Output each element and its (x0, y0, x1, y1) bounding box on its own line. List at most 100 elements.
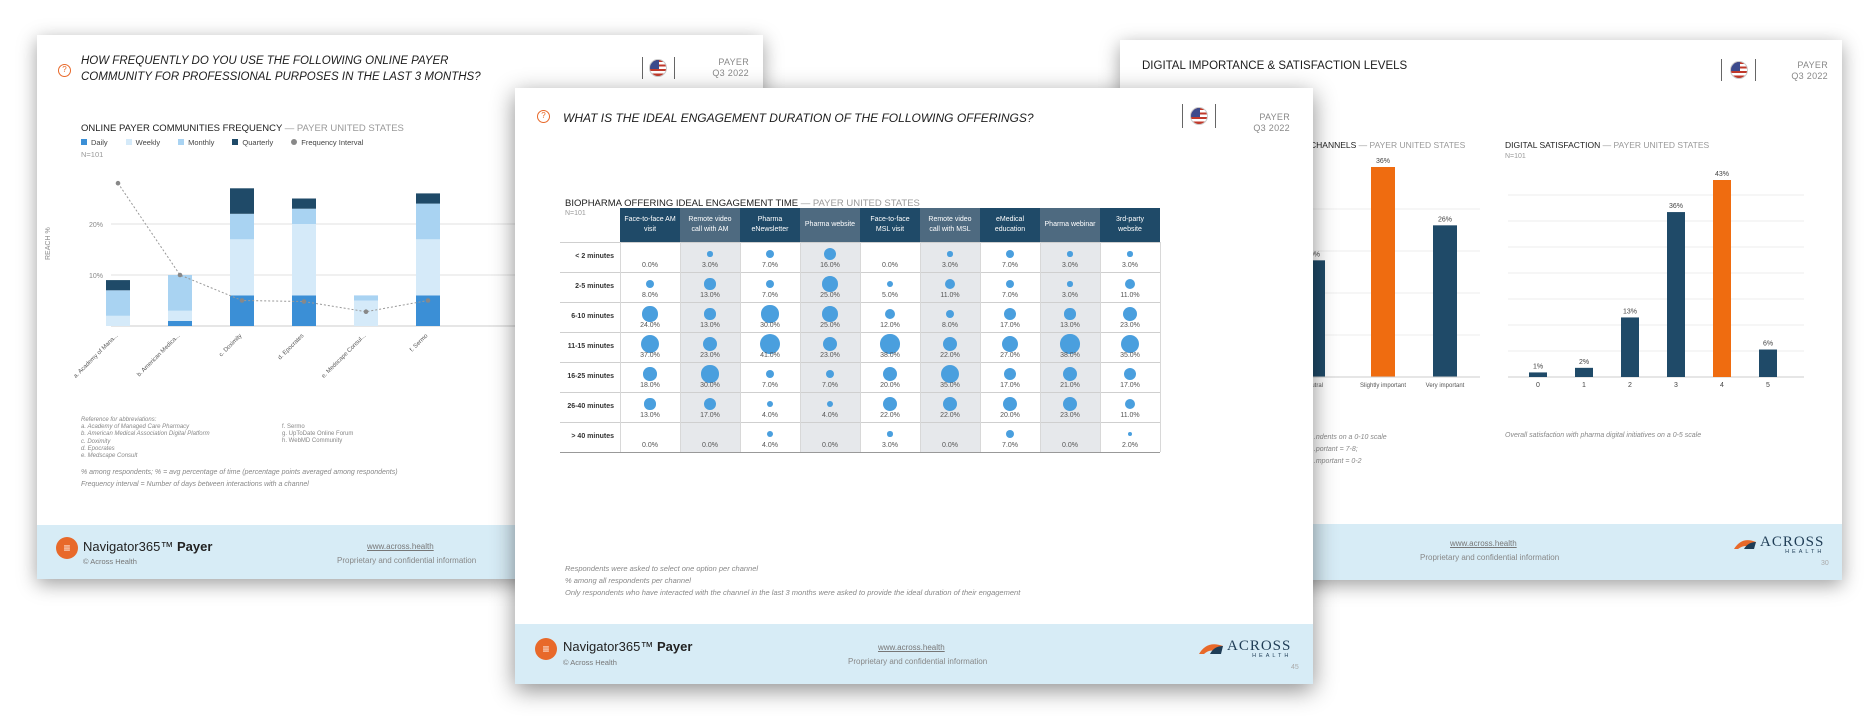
bar-segment-quarterly (292, 198, 316, 209)
page-number: 45 (1291, 664, 1299, 671)
x-tick-label: 0 (1536, 382, 1540, 389)
cell-value: 23.0% (700, 352, 720, 359)
bar-segment-weekly (168, 310, 192, 321)
column-divider (920, 242, 921, 452)
bubble (701, 365, 719, 383)
cell-value: 7.0% (1002, 292, 1018, 299)
page-number: 30 (1821, 560, 1829, 567)
bubble (825, 369, 835, 379)
abbrev-notes-2: f. Sermo g. UpToDate Online Forum h. WebMD… (282, 424, 354, 445)
cell-value: 3.0% (1062, 292, 1078, 299)
website-link[interactable]: www.across.health (367, 542, 434, 551)
cell-value: 13.0% (700, 292, 720, 299)
importance-bar (1371, 167, 1395, 377)
interval-point (363, 309, 369, 315)
bubble (884, 308, 896, 320)
bubble (1120, 334, 1140, 354)
column-header: Face-to-face AM visit (620, 208, 680, 242)
bubble (1060, 334, 1080, 354)
interval-point (425, 298, 431, 303)
data-label: 13% (1623, 308, 1637, 315)
legend-weekly: Weekly (125, 138, 160, 147)
data-label: 6% (1763, 341, 1773, 348)
legend-monthly: Monthly (178, 138, 214, 147)
x-tick-label: c. Doximity (218, 333, 243, 358)
cell-value: 3.0% (1062, 262, 1078, 269)
row-label: 16-25 minutes (567, 373, 614, 380)
bar-segment-monthly (354, 295, 378, 301)
question-icon: ? (58, 64, 71, 77)
confidential-note: Proprietary and confidential information (337, 556, 477, 565)
cell-value: 2.0% (1122, 442, 1138, 449)
bar-segment-monthly (230, 213, 254, 240)
website-link[interactable]: www.across.health (1450, 539, 1517, 548)
bubble (1124, 278, 1136, 290)
cell-value: 11.0% (1120, 292, 1140, 299)
bubble (642, 306, 658, 322)
bubble (703, 397, 717, 411)
x-tick-label: 2 (1628, 382, 1632, 389)
column-divider (1160, 242, 1161, 452)
question-icon: ? (537, 110, 550, 123)
cell-value: 35.0% (1120, 352, 1140, 359)
cell-value: 38.0% (880, 352, 900, 359)
row-label: 11-15 minutes (567, 343, 614, 350)
bubble (1005, 249, 1015, 259)
bubble (1127, 431, 1133, 437)
bar-segment-monthly (168, 275, 192, 311)
cell-value: 13.0% (700, 322, 720, 329)
divider (1721, 59, 1722, 81)
data-label: 20% (1306, 251, 1320, 258)
segment-tag: PAYER Q3 2022 (1791, 60, 1828, 81)
row-divider (560, 452, 1160, 453)
y-tick-label: 20% (89, 222, 103, 229)
bubble (822, 276, 838, 292)
cell-value: 7.0% (1002, 262, 1018, 269)
data-label: 36% (1669, 203, 1683, 210)
divider (1755, 59, 1756, 81)
cell-value: 20.0% (1000, 412, 1020, 419)
cell-value: 27.0% (1000, 352, 1020, 359)
legend-interval: Frequency Interval (291, 138, 363, 147)
cell-value: 0.0% (1062, 442, 1078, 449)
bubble (765, 279, 775, 289)
cell-value: 0.0% (642, 442, 658, 449)
row-label: 2-5 minutes (575, 283, 614, 290)
website-link[interactable]: www.across.health (878, 643, 945, 652)
importance-bar (1433, 225, 1457, 377)
cell-value: 16.0% (820, 262, 840, 269)
chart-title: ONLINE PAYER COMMUNITIES FREQUENCY — PAY… (81, 123, 404, 134)
cell-value: 41.0% (760, 352, 780, 359)
bubble (704, 278, 716, 290)
satisfaction-bar (1621, 317, 1639, 377)
column-divider (800, 242, 801, 452)
satisfaction-bar (1667, 212, 1685, 377)
cell-value: 3.0% (882, 442, 898, 449)
footnote-1: % among respondents; % = avg percentage … (81, 469, 398, 476)
row-label: 26-40 minutes (567, 403, 614, 410)
bubble (1062, 396, 1078, 412)
bubble (883, 367, 897, 381)
x-tick-label: Very important (1426, 383, 1465, 389)
bar-segment-weekly (230, 239, 254, 296)
cell-value: 24.0% (640, 322, 660, 329)
cell-value: 7.0% (762, 382, 778, 389)
x-tick-label: 1 (1582, 382, 1586, 389)
bubble (1062, 366, 1078, 382)
x-tick-label: ...eutral (1303, 383, 1323, 389)
bubble (1127, 251, 1133, 257)
cell-value: 4.0% (762, 442, 778, 449)
cell-value: 5.0% (882, 292, 898, 299)
sample-size: N=101 (81, 150, 104, 159)
slide-title: DIGITAL IMPORTANCE & SATISFACTION LEVELS (1142, 60, 1408, 72)
x-tick-label: d. Epocrates (277, 333, 305, 361)
legend: Daily Weekly Monthly Quarterly Frequency… (81, 138, 363, 147)
copyright: © Across Health (83, 557, 137, 566)
bubble (882, 396, 898, 412)
abbrev-notes: Reference for abbreviations: a. Academy o… (81, 417, 210, 460)
navigator-logo-icon: ≡ (535, 638, 557, 660)
bubble (887, 431, 893, 437)
bar-segment-quarterly (106, 280, 130, 291)
cell-value: 17.0% (1000, 382, 1020, 389)
bar-segment-monthly (106, 290, 130, 316)
